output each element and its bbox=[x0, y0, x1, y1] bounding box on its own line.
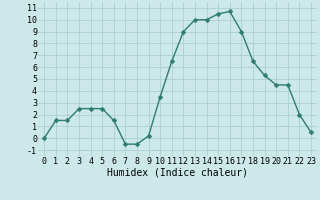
X-axis label: Humidex (Indice chaleur): Humidex (Indice chaleur) bbox=[107, 168, 248, 178]
